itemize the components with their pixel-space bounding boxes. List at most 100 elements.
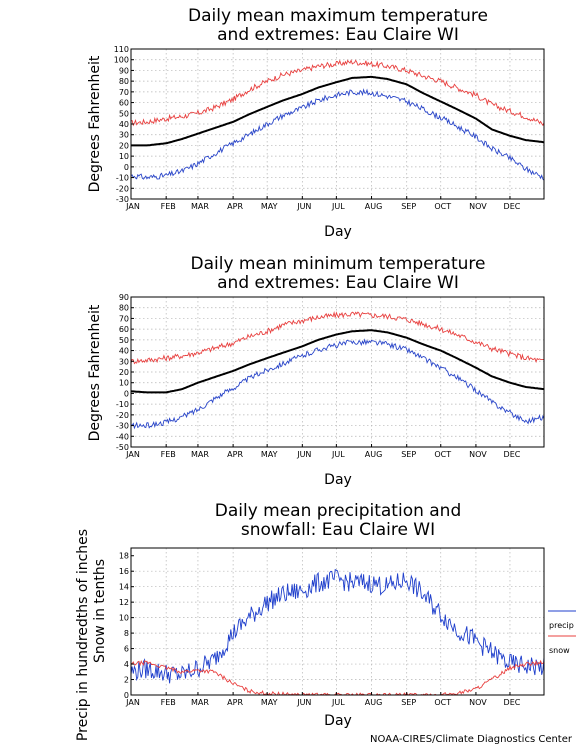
y-tick-label: 10 — [119, 152, 129, 161]
chart-legend: precip snow — [548, 610, 576, 655]
x-tick-label: JUN — [296, 202, 311, 211]
x-axis-label: Day — [324, 472, 352, 488]
x-tick-label: OCT — [434, 450, 451, 459]
y-tick-label: 8 — [124, 629, 129, 638]
series-line-mean — [130, 329, 545, 394]
x-tick-label: MAR — [191, 450, 209, 459]
y-tick-label: 4 — [124, 660, 129, 669]
y-tick-label: 2 — [124, 676, 129, 685]
x-tick-label: SEP — [401, 202, 416, 211]
series-line-precip — [130, 568, 545, 684]
x-tick-label: SEP — [401, 450, 416, 459]
series-line-min — [130, 338, 545, 430]
legend-label-precip: precip — [549, 621, 574, 630]
y-tick-label: -30 — [116, 195, 129, 204]
y-tick-label: -30 — [116, 422, 129, 431]
x-tick-label: OCT — [434, 202, 451, 211]
chart-title-line-2: and extremes: Eau Claire WI — [217, 25, 459, 45]
y-tick-label: 20 — [119, 368, 129, 377]
x-axis-label: Day — [324, 224, 352, 240]
y-tick-label: 40 — [119, 347, 129, 356]
x-tick-label: NOV — [469, 450, 487, 459]
x-tick-label: JAN — [125, 698, 140, 707]
y-tick-label: 0 — [124, 691, 129, 700]
x-tick-label: JAN — [125, 202, 140, 211]
x-tick-label: SEP — [401, 698, 416, 707]
series-line-max — [130, 311, 545, 365]
series-line-mean — [131, 75, 545, 147]
y-tick-label: 70 — [119, 88, 129, 97]
y-tick-label: -10 — [116, 400, 129, 409]
legend-label-snow: snow — [549, 646, 570, 655]
plot-frame — [130, 48, 545, 200]
x-tick-label: MAY — [261, 450, 278, 459]
y-tick-label: 20 — [119, 141, 129, 150]
chart-max-temperature: Daily mean maximum temperature and extre… — [87, 6, 545, 240]
x-tick-label: OCT — [434, 698, 451, 707]
y-tick-label: 100 — [114, 56, 129, 65]
x-tick-label: APR — [227, 450, 243, 459]
y-tick-label: -40 — [116, 432, 129, 441]
y-tick-label: 50 — [119, 336, 129, 345]
y-tick-label: 70 — [119, 314, 129, 323]
x-tick-label: FEB — [161, 698, 176, 707]
y-tick-label: 0 — [124, 163, 129, 172]
series-line-min — [130, 88, 545, 181]
x-tick-label: AUG — [365, 450, 383, 459]
x-tick-label: JAN — [125, 450, 140, 459]
x-tick-label: JUL — [331, 698, 345, 707]
series-line-max — [130, 59, 545, 127]
chart-title-line-1: Daily mean precipitation and — [215, 501, 462, 521]
chart-min-temperature: Daily mean minimum temperature and extre… — [87, 254, 545, 488]
footer-credit: NOAA-CIRES/Climate Diagnostics Center — [370, 734, 573, 745]
x-tick-label: DEC — [504, 450, 521, 459]
x-tick-label: APR — [227, 698, 243, 707]
y-tick-label: -50 — [116, 443, 129, 452]
series-line-snow — [130, 659, 545, 696]
y-tick-label: 80 — [119, 77, 129, 86]
chart-title-line-1: Daily mean minimum temperature — [191, 254, 486, 274]
x-tick-label: AUG — [365, 202, 383, 211]
y-tick-label: 60 — [119, 99, 129, 108]
y-tick-label: 30 — [119, 131, 129, 140]
x-tick-label: MAR — [191, 202, 209, 211]
x-tick-label: APR — [227, 202, 243, 211]
y-tick-label: 40 — [119, 120, 129, 129]
x-tick-label: JUN — [296, 698, 311, 707]
y-tick-label: 110 — [114, 45, 129, 54]
x-tick-label: MAY — [261, 202, 278, 211]
x-tick-label: JUL — [331, 450, 345, 459]
x-tick-label: MAY — [261, 698, 278, 707]
y-tick-label: -20 — [116, 411, 129, 420]
x-tick-label: AUG — [365, 698, 383, 707]
x-tick-label: JUN — [296, 450, 311, 459]
y-tick-label: 16 — [119, 567, 129, 576]
y-tick-label: 6 — [124, 645, 129, 654]
x-tick-label: DEC — [504, 698, 521, 707]
y-tick-label: 30 — [119, 357, 129, 366]
x-tick-label: FEB — [161, 450, 176, 459]
y-axis-label-line-1: Precip in hundredths of inches — [75, 529, 91, 741]
chart-precipitation: Daily mean precipitation and snowfall: E… — [75, 501, 576, 741]
y-tick-label: 12 — [119, 598, 129, 607]
y-axis-label: Degrees Fahrenheit — [87, 304, 103, 441]
y-axis-label: Degrees Fahrenheit — [87, 55, 103, 192]
y-tick-label: 90 — [119, 66, 129, 75]
y-tick-label: 14 — [119, 583, 129, 592]
x-tick-label: DEC — [504, 202, 521, 211]
y-tick-label: -20 — [116, 184, 129, 193]
y-tick-label: 50 — [119, 109, 129, 118]
y-tick-label: -10 — [116, 174, 129, 183]
x-axis-label: Day — [324, 713, 352, 729]
x-tick-label: MAR — [191, 698, 209, 707]
y-tick-label: 0 — [124, 389, 129, 398]
plot-frame — [130, 547, 545, 696]
chart-title-line-2: snowfall: Eau Claire WI — [241, 520, 435, 540]
y-tick-label: 60 — [119, 325, 129, 334]
y-tick-label: 80 — [119, 304, 129, 313]
y-axis-label-line-2: Snow in tenths — [92, 559, 108, 663]
y-tick-label: 10 — [119, 614, 129, 623]
y-tick-label: 90 — [119, 293, 129, 302]
chart-title-line-2: and extremes: Eau Claire WI — [217, 273, 459, 293]
